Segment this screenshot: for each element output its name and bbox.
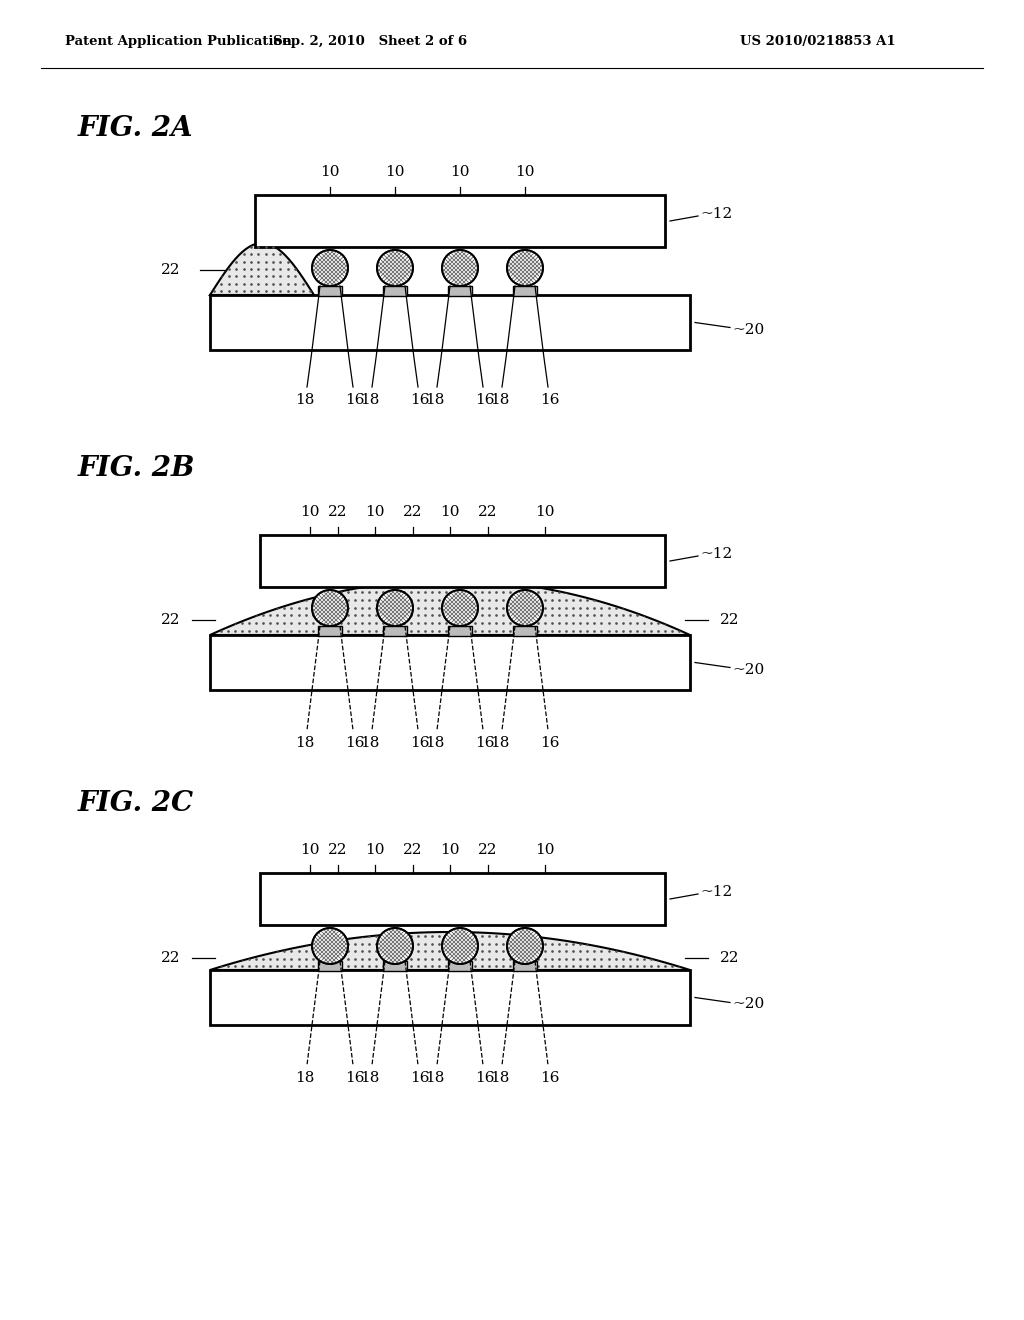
Text: 16: 16 <box>345 393 365 407</box>
Text: ~20: ~20 <box>732 322 764 337</box>
Polygon shape <box>210 579 690 635</box>
Text: 16: 16 <box>475 737 495 750</box>
Text: 10: 10 <box>440 506 460 519</box>
Text: 18: 18 <box>295 737 314 750</box>
Circle shape <box>312 590 348 626</box>
Text: 22: 22 <box>329 506 348 519</box>
Text: 16: 16 <box>541 393 560 407</box>
Text: ~12: ~12 <box>700 884 732 899</box>
Bar <box>260 873 665 925</box>
Text: 18: 18 <box>295 1071 314 1085</box>
Bar <box>513 961 537 972</box>
Text: ~12: ~12 <box>700 207 732 220</box>
Text: 10: 10 <box>536 843 555 857</box>
Bar <box>383 626 407 636</box>
Circle shape <box>312 928 348 964</box>
Text: 10: 10 <box>515 165 535 180</box>
Text: 10: 10 <box>366 843 385 857</box>
Text: 18: 18 <box>425 737 444 750</box>
Text: 18: 18 <box>425 1071 444 1085</box>
Bar <box>513 626 537 636</box>
Circle shape <box>377 249 413 286</box>
Text: 10: 10 <box>300 843 319 857</box>
Text: 22: 22 <box>478 506 498 519</box>
Bar <box>383 961 407 972</box>
Bar <box>210 294 690 350</box>
Text: Sep. 2, 2010   Sheet 2 of 6: Sep. 2, 2010 Sheet 2 of 6 <box>273 36 467 49</box>
Bar <box>513 286 537 296</box>
Text: 16: 16 <box>411 1071 430 1085</box>
Bar <box>318 626 342 636</box>
Bar <box>255 195 665 247</box>
Text: 22: 22 <box>403 843 423 857</box>
Bar <box>210 970 690 1026</box>
Text: 18: 18 <box>295 393 314 407</box>
Text: 10: 10 <box>451 165 470 180</box>
Text: 18: 18 <box>360 393 380 407</box>
Text: 16: 16 <box>475 1071 495 1085</box>
Text: Patent Application Publication: Patent Application Publication <box>65 36 292 49</box>
Text: 16: 16 <box>475 393 495 407</box>
Circle shape <box>442 590 478 626</box>
Circle shape <box>507 590 543 626</box>
Bar <box>260 535 665 587</box>
Circle shape <box>442 928 478 964</box>
Text: 16: 16 <box>411 737 430 750</box>
Text: 22: 22 <box>161 950 180 965</box>
Text: 18: 18 <box>490 1071 510 1085</box>
Text: FIG. 2B: FIG. 2B <box>78 455 196 482</box>
Bar <box>449 286 472 296</box>
Text: 18: 18 <box>490 737 510 750</box>
Text: 16: 16 <box>345 737 365 750</box>
Text: 18: 18 <box>360 737 380 750</box>
Text: 22: 22 <box>478 843 498 857</box>
Text: 22: 22 <box>720 612 739 627</box>
Text: 22: 22 <box>403 506 423 519</box>
Text: ~20: ~20 <box>732 998 764 1011</box>
Text: 18: 18 <box>490 393 510 407</box>
Text: 22: 22 <box>329 843 348 857</box>
Text: 10: 10 <box>321 165 340 180</box>
Text: ~12: ~12 <box>700 546 732 561</box>
Text: 10: 10 <box>385 165 404 180</box>
Polygon shape <box>210 932 690 970</box>
Polygon shape <box>210 243 314 294</box>
Circle shape <box>507 928 543 964</box>
Text: ~20: ~20 <box>732 663 764 676</box>
Text: US 2010/0218853 A1: US 2010/0218853 A1 <box>740 36 896 49</box>
Text: FIG. 2C: FIG. 2C <box>78 789 195 817</box>
Bar <box>449 961 472 972</box>
Circle shape <box>507 249 543 286</box>
Text: 10: 10 <box>300 506 319 519</box>
Circle shape <box>377 928 413 964</box>
Text: 16: 16 <box>541 1071 560 1085</box>
Bar <box>210 635 690 690</box>
Text: 10: 10 <box>536 506 555 519</box>
Text: 22: 22 <box>720 950 739 965</box>
Text: 22: 22 <box>161 612 180 627</box>
Bar <box>449 626 472 636</box>
Text: 10: 10 <box>366 506 385 519</box>
Text: FIG. 2A: FIG. 2A <box>78 115 194 143</box>
Circle shape <box>377 590 413 626</box>
Circle shape <box>442 249 478 286</box>
Bar <box>383 286 407 296</box>
Text: 16: 16 <box>345 1071 365 1085</box>
Bar <box>318 961 342 972</box>
Circle shape <box>312 249 348 286</box>
Text: 16: 16 <box>541 737 560 750</box>
Text: 22: 22 <box>161 263 180 277</box>
Bar <box>318 286 342 296</box>
Text: 18: 18 <box>425 393 444 407</box>
Text: 18: 18 <box>360 1071 380 1085</box>
Text: 16: 16 <box>411 393 430 407</box>
Text: 10: 10 <box>440 843 460 857</box>
